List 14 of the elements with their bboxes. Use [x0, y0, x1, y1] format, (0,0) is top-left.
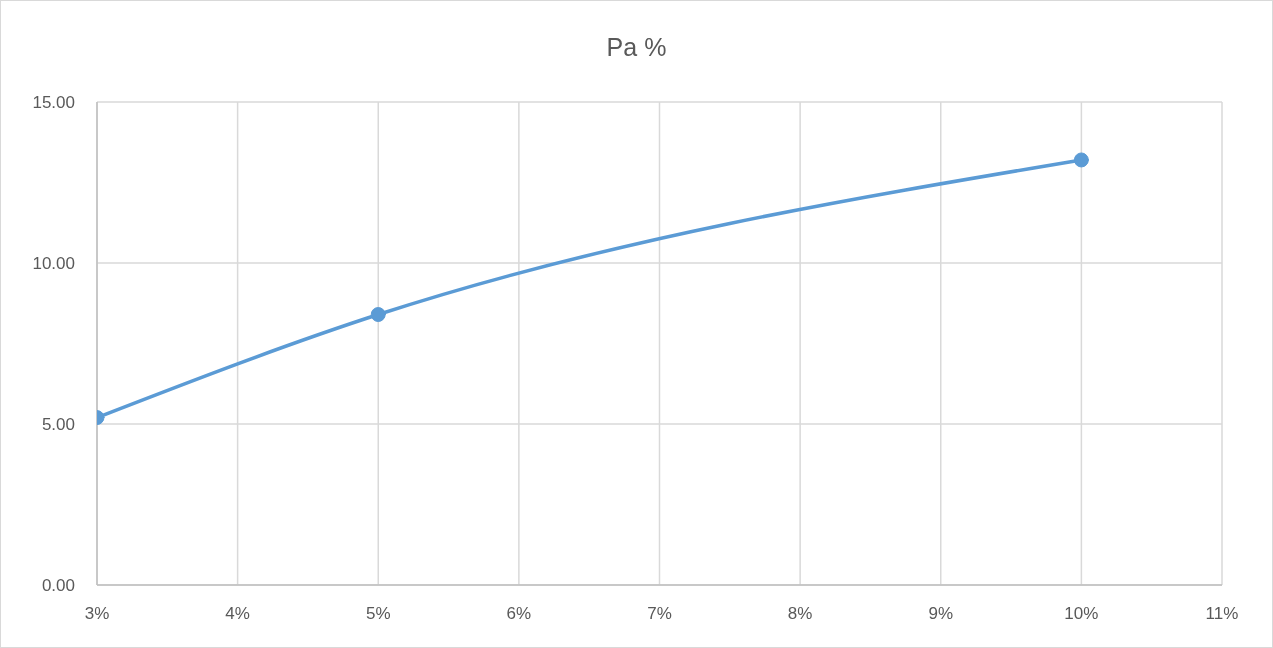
x-tick-label: 9%: [928, 604, 954, 624]
y-tick-label: 5.00: [41, 415, 75, 435]
x-tick-label: 7%: [647, 604, 672, 624]
x-tick-label: 10%: [1064, 604, 1099, 624]
x-tick-label: 3%: [84, 604, 110, 624]
x-tick-label: 4%: [225, 604, 250, 624]
chart-title: Pa %: [605, 32, 668, 63]
x-tick-label: 11%: [1205, 604, 1239, 624]
x-tick-label: 8%: [787, 604, 813, 624]
y-tick-label: 0.00: [41, 576, 75, 596]
y-tick-label: 10.00: [32, 254, 75, 274]
x-tick-label: 6%: [506, 604, 532, 624]
y-tick-label: 15.00: [32, 93, 75, 113]
x-tick-label: 5%: [365, 604, 391, 624]
